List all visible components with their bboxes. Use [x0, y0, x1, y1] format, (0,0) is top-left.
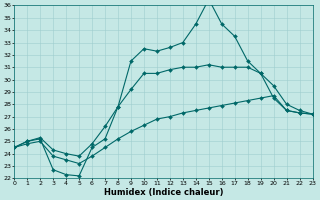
X-axis label: Humidex (Indice chaleur): Humidex (Indice chaleur) — [104, 188, 223, 197]
